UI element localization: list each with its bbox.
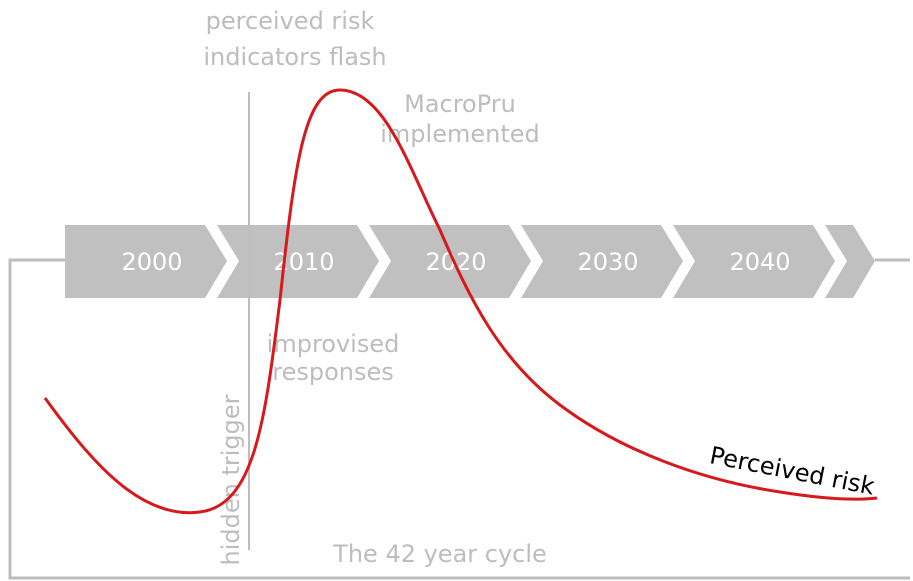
- year-label: 2000: [121, 248, 182, 276]
- annotation: hidden trigger: [217, 394, 245, 565]
- year-label: 2020: [425, 248, 486, 276]
- year-label: 2030: [577, 248, 638, 276]
- chevron: [521, 225, 683, 298]
- chevron: [369, 225, 531, 298]
- chevron: [65, 225, 227, 298]
- chevron: [673, 225, 835, 298]
- annotation: responses: [272, 358, 394, 386]
- chevron: [217, 225, 379, 298]
- year-labels: 2000 2010 2020 2030 2040: [121, 248, 790, 276]
- timeline: [65, 225, 875, 298]
- annotation: implemented: [380, 120, 539, 148]
- annotation: improvised: [267, 330, 400, 358]
- annotation: perceived risk: [206, 7, 375, 35]
- curve-label: Perceived risk: [707, 441, 876, 500]
- year-label: 2040: [729, 248, 790, 276]
- annotation: MacroPru: [404, 90, 516, 118]
- annotation: The 42 year cycle: [332, 540, 547, 568]
- chevron-tip: [825, 225, 875, 298]
- risk-curve: [43, 88, 878, 515]
- annotation: indicators flash: [203, 43, 386, 71]
- cycle-bracket: [8, 258, 910, 580]
